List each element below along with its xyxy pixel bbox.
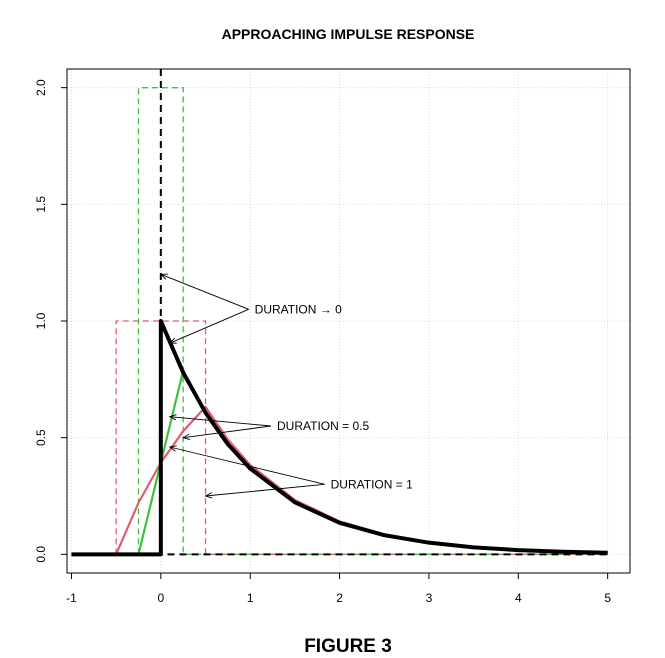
axes: -1 0 1 2 3 4 5 0.0 0.5 1.0 1.5 2.0 (34, 79, 611, 605)
annotation-arrow-line (169, 308, 249, 344)
annotations: DURATION → 0 DURATION = 0.5 DURATION = 1 (159, 273, 413, 499)
annotation-arrow-head (182, 433, 191, 440)
annotation-arrow-head (168, 337, 177, 344)
annotation-arrow-line (160, 273, 249, 310)
annotation-arrow-line (169, 416, 272, 427)
annotation-arrow-head (159, 273, 168, 280)
figure-caption: FIGURE 3 (304, 636, 392, 657)
y-tick-label: 1.5 (34, 196, 48, 213)
annotation-arrow-line (183, 425, 272, 439)
x-tick-label: 4 (515, 591, 522, 605)
x-tick-label: 2 (336, 591, 343, 605)
annotation-label: DURATION = 1 (331, 477, 413, 491)
chart-title: APPROACHING IMPULSE RESPONSE (222, 26, 475, 42)
annotation-arrow-head (168, 414, 177, 421)
x-tick-label: 0 (157, 591, 164, 605)
input-pulse-duration-0-5 (137, 87, 608, 555)
x-tick-label: 3 (426, 591, 433, 605)
annotation-arrow-line (205, 483, 325, 497)
response-curve-duration-0 (71, 319, 608, 557)
annotation-arrow-head (168, 445, 177, 452)
y-tick-label: 2.0 (34, 79, 48, 96)
x-tick-label: 1 (247, 591, 254, 605)
x-tick-label: 5 (604, 591, 611, 605)
annotation-arrow-line (169, 446, 325, 485)
y-tick-label: 1.0 (34, 312, 48, 329)
annotation-label: DURATION → 0 (255, 302, 342, 316)
x-tick-label: -1 (66, 591, 77, 605)
y-tick-label: 0.5 (34, 429, 48, 446)
annotation-arrow-head (204, 492, 213, 499)
annotation-label: DURATION = 0.5 (277, 419, 369, 433)
y-tick-label: 0.0 (34, 546, 48, 563)
plot-area (71, 69, 608, 557)
